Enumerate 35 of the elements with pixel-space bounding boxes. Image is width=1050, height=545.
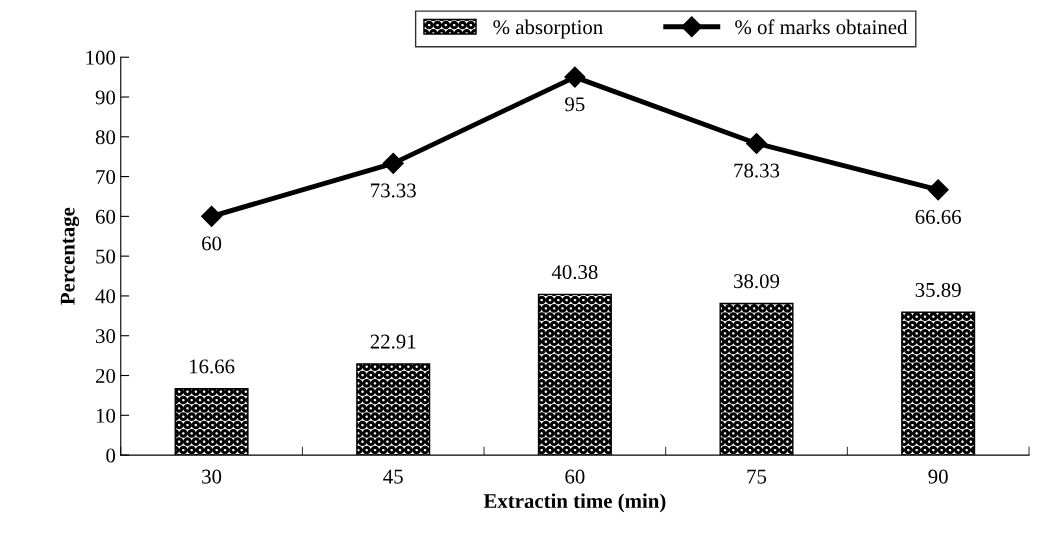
y-tick-label: 50 <box>96 249 116 264</box>
data-label: 22.91 <box>370 334 416 349</box>
data-label: 66.66 <box>915 209 961 225</box>
y-tick-label: 20 <box>95 368 116 383</box>
point <box>382 152 404 174</box>
point <box>927 179 949 201</box>
data-label: 35.89 <box>915 282 961 298</box>
x-tick-label: 90 <box>928 469 948 484</box>
y-tick-label: 60 <box>95 209 116 224</box>
y-axis-title: Percentage <box>60 207 80 305</box>
data-label: 95 <box>565 97 585 112</box>
y-tick-label: 0 <box>106 448 116 463</box>
data-label: 78.33 <box>734 163 780 178</box>
x-tick-label: 75 <box>747 469 767 484</box>
y-tick-label: 40 <box>95 289 116 304</box>
legend-label: % of marks obtained <box>735 19 908 35</box>
data-label: 60 <box>202 236 222 251</box>
data-label: 16.66 <box>189 359 235 374</box>
y-tick-label: 30 <box>96 329 116 344</box>
x-tick-label: 60 <box>565 469 585 484</box>
y-tick-label: 90 <box>95 90 116 105</box>
legend-label: % absorption <box>493 19 603 39</box>
x-tick-label: 45 <box>383 469 403 484</box>
x-tick-label: 30 <box>202 469 222 484</box>
data-label: 40.38 <box>551 265 598 280</box>
data-label: 38.09 <box>734 274 780 289</box>
x-axis-title: Extractin time (min) <box>483 493 666 513</box>
point <box>564 66 586 88</box>
point <box>201 205 223 227</box>
y-tick-label: 80 <box>95 130 116 145</box>
y-tick-label: 70 <box>96 169 116 185</box>
y-tick-label: 100 <box>86 50 116 65</box>
y-tick-label: 10 <box>96 408 116 423</box>
data-label: 73.33 <box>371 183 416 198</box>
point <box>746 132 768 154</box>
